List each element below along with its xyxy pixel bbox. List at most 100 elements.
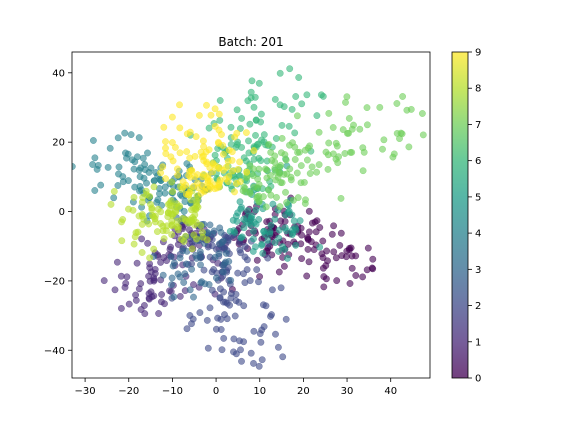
data-point xyxy=(258,356,266,364)
data-point xyxy=(250,219,258,226)
data-point xyxy=(268,311,275,319)
data-point xyxy=(231,312,239,320)
data-point xyxy=(219,150,227,158)
data-point xyxy=(169,188,177,196)
data-point xyxy=(217,315,225,323)
data-point xyxy=(176,292,184,300)
data-point xyxy=(283,170,291,178)
data-point xyxy=(300,178,308,186)
data-point xyxy=(278,134,286,142)
data-point xyxy=(216,97,224,104)
data-point xyxy=(233,106,241,114)
data-point xyxy=(176,273,184,281)
data-point xyxy=(264,254,272,262)
data-point xyxy=(291,156,299,163)
data-point xyxy=(219,268,227,276)
data-point xyxy=(146,260,154,268)
data-point xyxy=(137,306,145,313)
data-point xyxy=(348,148,356,156)
data-point xyxy=(203,316,211,324)
data-point xyxy=(181,270,189,278)
data-point xyxy=(275,268,283,276)
data-point xyxy=(257,110,265,118)
data-point xyxy=(169,262,177,270)
data-point xyxy=(159,163,167,171)
data-point xyxy=(157,208,165,216)
data-point xyxy=(148,204,156,212)
data-point xyxy=(151,215,159,223)
data-point xyxy=(342,98,349,106)
data-point xyxy=(271,215,279,223)
data-point xyxy=(124,177,132,185)
data-point xyxy=(130,240,138,248)
data-point xyxy=(222,175,229,183)
data-point xyxy=(216,116,224,124)
data-point xyxy=(104,163,112,171)
data-point xyxy=(228,156,236,164)
data-point xyxy=(289,139,296,147)
data-point xyxy=(231,133,239,141)
data-point xyxy=(107,200,115,208)
data-point xyxy=(338,252,346,260)
data-point xyxy=(308,163,316,171)
data-point xyxy=(265,186,273,194)
data-point xyxy=(180,279,188,286)
data-point xyxy=(150,245,158,253)
data-point xyxy=(113,258,121,266)
data-point xyxy=(110,187,118,195)
data-point xyxy=(227,123,235,131)
data-point xyxy=(174,171,182,179)
data-point xyxy=(228,148,236,156)
data-point xyxy=(158,291,166,298)
data-point xyxy=(171,143,179,151)
data-point xyxy=(130,193,138,201)
data-point xyxy=(290,217,298,225)
data-point xyxy=(198,278,206,286)
data-point xyxy=(267,221,275,229)
data-point xyxy=(316,224,324,231)
x-tick-label: −20 xyxy=(118,386,139,397)
data-point xyxy=(138,235,146,243)
data-point xyxy=(131,158,139,166)
data-point xyxy=(242,129,250,137)
data-point xyxy=(211,151,219,159)
data-point xyxy=(115,163,123,171)
data-point xyxy=(282,211,290,219)
data-point xyxy=(369,255,377,263)
data-point xyxy=(359,167,367,175)
data-point xyxy=(121,129,129,137)
data-point xyxy=(93,165,101,173)
data-point xyxy=(182,260,190,268)
colorbar-gradient xyxy=(451,51,469,379)
data-point xyxy=(274,343,282,351)
data-point xyxy=(263,174,271,182)
data-point xyxy=(236,158,244,166)
data-point xyxy=(262,302,270,310)
data-point xyxy=(243,256,251,264)
data-point xyxy=(364,244,372,252)
data-point xyxy=(369,265,377,273)
x-tick-label: 30 xyxy=(341,386,354,397)
data-point xyxy=(215,110,223,118)
data-point xyxy=(193,254,201,262)
data-point xyxy=(210,227,218,235)
data-point xyxy=(315,128,323,136)
data-point xyxy=(230,348,237,356)
data-point xyxy=(191,211,199,219)
data-point xyxy=(195,111,203,119)
data-point xyxy=(330,222,338,230)
data-point xyxy=(216,224,224,232)
data-point xyxy=(319,237,327,245)
colorbar-tick-label: 9 xyxy=(475,48,481,59)
data-point xyxy=(122,279,130,287)
x-tick-label: −30 xyxy=(75,386,96,397)
data-point xyxy=(173,223,181,231)
data-point xyxy=(275,234,283,242)
data-point xyxy=(203,101,210,109)
cluster-8 xyxy=(107,178,211,262)
data-point xyxy=(135,285,143,293)
data-point xyxy=(360,148,368,156)
data-point xyxy=(167,210,175,218)
data-point xyxy=(154,196,162,204)
data-point xyxy=(135,134,143,142)
